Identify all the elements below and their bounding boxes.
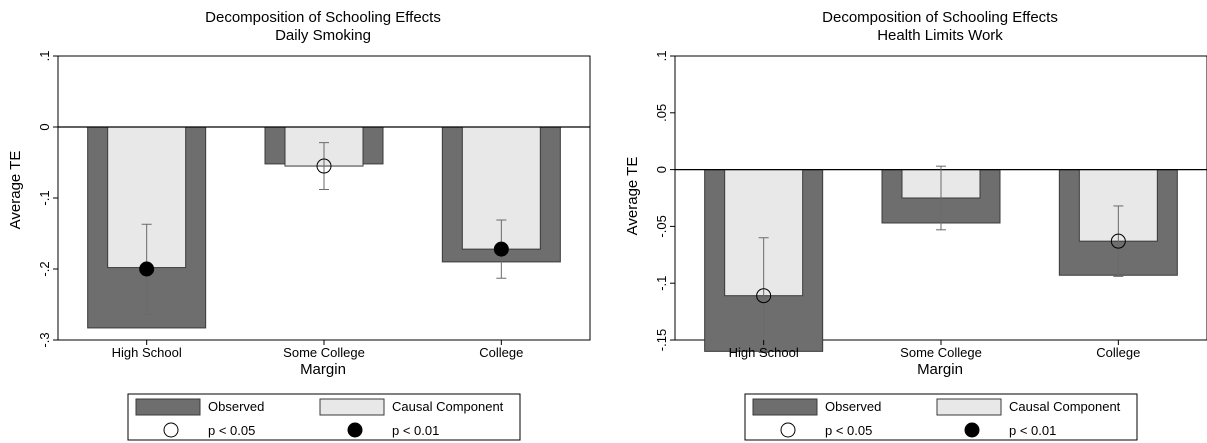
legend: Observed Causal Component p < 0.05 p < 0.01 [744, 393, 1138, 441]
y-tick-label: -.15 [654, 329, 669, 351]
estimate-open-marker [1110, 233, 1126, 249]
legend-label: Observed [208, 399, 264, 414]
x-tick-label: Some College [900, 345, 982, 360]
legend-open-marker [163, 422, 179, 438]
legend-filled-marker [964, 422, 980, 438]
estimate-open-marker [316, 158, 332, 174]
chart-subtitle: Health Limits Work [877, 27, 1003, 44]
y-axis-label: Average TE [7, 151, 24, 230]
estimate-filled-marker [493, 241, 509, 257]
legend-swatch [752, 398, 818, 416]
legend-label: Causal Component [392, 399, 504, 414]
chart-subtitle: Daily Smoking [275, 27, 371, 44]
x-axis-label: Margin [917, 361, 963, 378]
y-tick-label: -.3 [37, 332, 52, 347]
x-axis-label: Margin [300, 361, 346, 378]
x-tick-label: Some College [283, 345, 365, 360]
chart-daily-smoking: Decomposition of Schooling Effects Daily… [7, 9, 591, 441]
legend-label: p < 0.05 [825, 423, 872, 438]
y-tick-label: -.05 [654, 215, 669, 237]
y-tick-label: -.2 [37, 261, 52, 276]
estimate-filled-marker [139, 261, 155, 277]
x-tick-label: High School [112, 345, 182, 360]
y-tick-label: 0 [37, 123, 52, 130]
legend-label: Causal Component [1009, 399, 1121, 414]
legend-filled-marker [347, 422, 363, 438]
y-tick-label: .1 [37, 51, 52, 62]
legend-label: Observed [825, 399, 881, 414]
legend-swatch [936, 398, 1002, 416]
y-tick-label: -.1 [654, 276, 669, 291]
legend-label: p < 0.01 [392, 423, 439, 438]
chart-title: Decomposition of Schooling Effects [205, 9, 441, 26]
x-tick-label: High School [729, 345, 799, 360]
legend-swatch [135, 398, 201, 416]
x-tick-label: College [479, 345, 523, 360]
y-tick-label: .1 [654, 51, 669, 62]
y-tick-label: .05 [654, 104, 669, 122]
chart-title: Decomposition of Schooling Effects [822, 9, 1058, 26]
legend-open-marker [780, 422, 796, 438]
legend-label: p < 0.01 [1009, 423, 1056, 438]
y-tick-label: -.1 [37, 190, 52, 205]
estimate-open-marker [756, 288, 772, 304]
chart-health-limits-work: Decomposition of Schooling Effects Healt… [624, 9, 1207, 441]
y-tick-label: 0 [654, 166, 669, 173]
y-axis-label: Average TE [624, 157, 641, 236]
x-tick-label: College [1096, 345, 1140, 360]
legend: Observed Causal Component p < 0.05 p < 0.01 [127, 393, 521, 441]
legend-label: p < 0.05 [208, 423, 255, 438]
legend-swatch [319, 398, 385, 416]
